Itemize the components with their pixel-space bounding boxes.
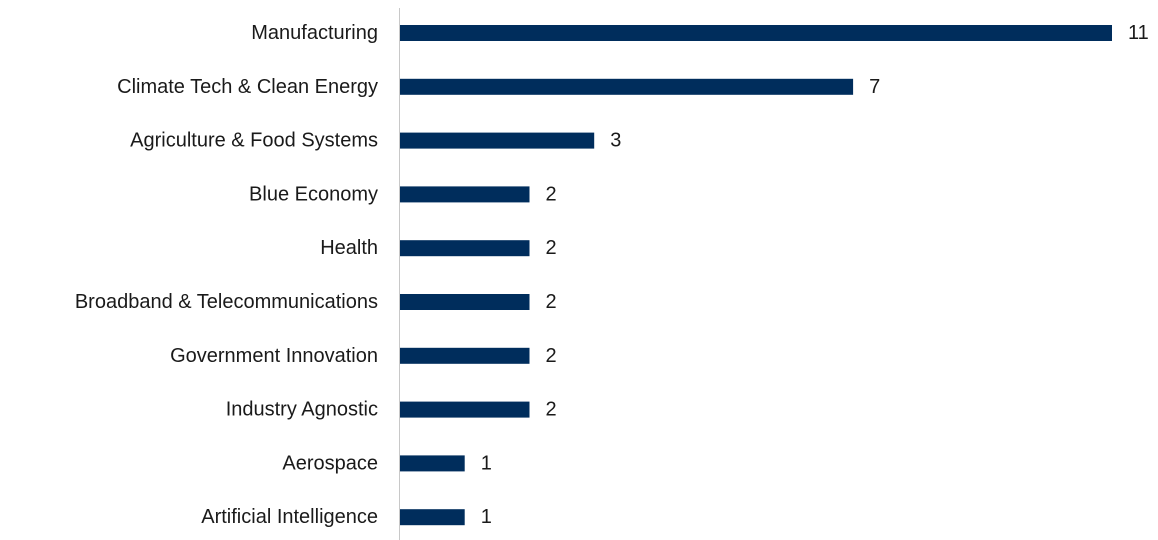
bar-value-label: 2	[546, 399, 557, 421]
bar-value-label: 7	[869, 76, 880, 98]
category-tick-label: Artificial Intelligence	[201, 506, 378, 528]
bar-value-label: 11	[1128, 22, 1149, 44]
bar	[400, 186, 530, 203]
bar	[400, 401, 530, 418]
category-tick-label: Government Innovation	[170, 345, 378, 367]
bar	[400, 240, 530, 257]
bar-value-label: 1	[481, 506, 492, 528]
category-tick-label: Manufacturing	[251, 22, 378, 44]
bar	[400, 78, 854, 95]
bar	[400, 294, 530, 310]
bar	[400, 455, 465, 472]
bar-value-label: 2	[546, 345, 557, 367]
bar-value-label: 2	[546, 237, 557, 259]
bar	[400, 25, 1112, 41]
bar-value-label: 2	[546, 291, 557, 313]
category-tick-label: Health	[320, 237, 378, 259]
bars-layer	[400, 25, 1112, 526]
category-tick-label: Blue Economy	[249, 183, 378, 205]
bar-value-label: 1	[481, 452, 492, 474]
bar	[400, 347, 530, 364]
bar-value-label: 2	[546, 183, 557, 205]
bar	[400, 132, 595, 149]
bar	[400, 509, 465, 526]
bar-value-label: 3	[610, 130, 621, 152]
category-tick-label: Broadband & Telecommunications	[75, 291, 378, 313]
category-tick-label: Climate Tech & Clean Energy	[117, 76, 378, 98]
category-tick-label: Agriculture & Food Systems	[130, 130, 378, 152]
category-tick-label: Aerospace	[282, 452, 378, 474]
category-tick-label: Industry Agnostic	[226, 399, 378, 421]
